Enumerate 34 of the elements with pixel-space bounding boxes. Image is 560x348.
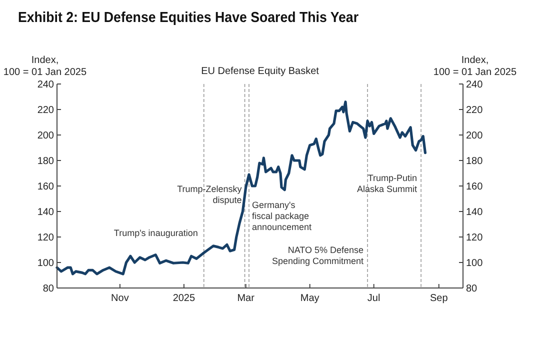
y2-tick-label: 140 [466,207,484,218]
y2-tick-label: 240 [466,80,484,90]
y2-tick-label: 180 [466,156,484,167]
y2-tick-label: 100 [466,258,484,269]
y-tick-label: 80 [42,284,54,294]
y-tick-label: 200 [37,130,54,142]
y-tick-label: 100 [37,258,54,269]
y-tick-label: 160 [37,182,54,192]
y2-axis-title: Index, 100 = 01 Jan 2025 [433,55,517,78]
x-tick-label: Sep [430,293,448,304]
x-tick-label: Jul [367,293,380,304]
x-tick-label: Mar [237,293,256,304]
y-tick-label: 140 [37,207,54,218]
chart-subtitle: EU Defense Equity Basket [201,66,320,77]
x-tick-label: Nov [111,293,129,304]
ref-line-label: NATO 5% Defense Spending Commitment [272,245,364,266]
ref-line-label: Trump's inauguration [114,228,198,238]
y-tick-label: 180 [37,156,54,167]
y2-tick-label: 120 [466,232,484,244]
y-tick-label: 220 [37,105,54,116]
x-tick-label: 2025 [172,293,196,304]
ref-line-label: Trump-Putin Alaska Summit [357,173,418,194]
chart-title: Exhibit 2: EU Defense Equities Have Soared This Year [18,8,360,26]
ref-line-label: Trump-Zelensky dispute [177,184,242,205]
y2-tick-label: 200 [466,130,484,142]
line-series [56,100,427,276]
y-axis-title: Index, 100 = 01 Jan 2025 [3,55,87,78]
ref-line-label: Germany's fiscal package announcement [252,200,312,232]
y2-tick-label: 220 [466,105,484,116]
x-tick-label: May [300,293,320,304]
y-tick-label: 240 [37,80,54,90]
y2-tick-label: 160 [466,182,484,192]
y2-tick-label: 80 [466,284,478,294]
y-tick-label: 120 [37,232,54,244]
